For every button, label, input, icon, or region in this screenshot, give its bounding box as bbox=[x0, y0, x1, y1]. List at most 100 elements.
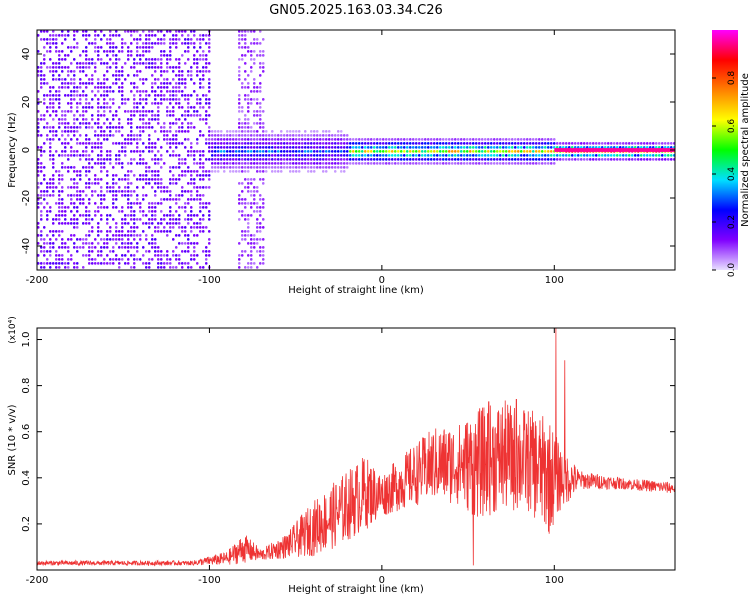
heatmap-cell bbox=[37, 74, 40, 77]
heatmap-cell bbox=[142, 246, 145, 249]
heatmap-cell bbox=[658, 142, 661, 145]
heatmap-cell bbox=[166, 70, 169, 73]
heatmap-cell bbox=[541, 154, 544, 157]
heatmap-cell bbox=[196, 138, 199, 141]
heatmap-cell bbox=[43, 114, 46, 117]
heatmap-cell bbox=[367, 146, 370, 149]
heatmap-cell bbox=[292, 158, 295, 161]
heatmap-cell bbox=[190, 150, 193, 153]
heatmap-cell bbox=[151, 46, 154, 49]
heatmap-cell bbox=[379, 158, 382, 161]
heatmap-cell bbox=[163, 218, 166, 221]
heatmap-cell bbox=[40, 266, 43, 269]
heatmap-cell bbox=[46, 190, 49, 193]
heatmap-cell bbox=[145, 122, 148, 125]
heatmap-cell bbox=[115, 190, 118, 193]
heatmap-cell bbox=[139, 238, 142, 241]
heatmap-cell bbox=[43, 150, 46, 153]
heatmap-cell bbox=[121, 234, 124, 237]
heatmap-cell bbox=[250, 246, 253, 249]
heatmap-cell bbox=[310, 166, 313, 169]
heatmap-cell bbox=[301, 142, 304, 145]
heatmap-cell bbox=[367, 158, 370, 161]
heatmap-cell bbox=[181, 158, 184, 161]
heatmap-cell bbox=[259, 246, 262, 249]
heatmap-cell bbox=[199, 54, 202, 57]
heatmap-cell bbox=[511, 150, 514, 153]
heatmap-cell bbox=[37, 170, 40, 173]
heatmap-cell bbox=[526, 150, 529, 153]
heatmap-cell bbox=[244, 122, 247, 125]
heatmap-cell bbox=[232, 150, 235, 153]
heatmap-cell bbox=[76, 130, 79, 133]
heatmap-cell bbox=[436, 142, 439, 145]
heatmap-cell bbox=[256, 86, 259, 89]
heatmap-cell bbox=[394, 138, 397, 141]
heatmap-cell bbox=[553, 162, 556, 165]
heatmap-cell bbox=[157, 258, 160, 261]
heatmap-cell bbox=[58, 126, 61, 129]
heatmap-cell bbox=[550, 150, 553, 153]
heatmap-cell bbox=[190, 190, 193, 193]
heatmap-cell bbox=[64, 262, 67, 265]
heatmap-cell bbox=[199, 58, 202, 61]
heatmap-cell bbox=[244, 70, 247, 73]
heatmap-cell bbox=[199, 178, 202, 181]
heatmap-cell bbox=[193, 198, 196, 201]
heatmap-cell bbox=[52, 106, 55, 109]
heatmap-cell bbox=[439, 142, 442, 145]
y-tick-label: -40 bbox=[21, 238, 32, 254]
heatmap-cell bbox=[355, 154, 358, 157]
heatmap-cell bbox=[160, 210, 163, 213]
heatmap-cell bbox=[148, 258, 151, 261]
heatmap-cell bbox=[208, 186, 211, 189]
heatmap-cell bbox=[538, 150, 541, 153]
heatmap-cell bbox=[124, 242, 127, 245]
heatmap-cell bbox=[142, 50, 145, 53]
heatmap-cell bbox=[106, 190, 109, 193]
heatmap-cell bbox=[97, 90, 100, 93]
heatmap-cell bbox=[58, 78, 61, 81]
heatmap-cell bbox=[496, 146, 499, 149]
heatmap-cell bbox=[499, 138, 502, 141]
heatmap-cell bbox=[199, 98, 202, 101]
heatmap-cell bbox=[91, 142, 94, 145]
heatmap-cell bbox=[127, 258, 130, 261]
heatmap-cell bbox=[151, 66, 154, 69]
heatmap-cell bbox=[97, 122, 100, 125]
heatmap-cell bbox=[160, 70, 163, 73]
heatmap-cell bbox=[82, 190, 85, 193]
heatmap-cell bbox=[67, 94, 70, 97]
heatmap-cell bbox=[163, 134, 166, 137]
heatmap-cell bbox=[313, 134, 316, 137]
heatmap-cell bbox=[178, 66, 181, 69]
heatmap-cell bbox=[451, 146, 454, 149]
heatmap-cell bbox=[550, 154, 553, 157]
heatmap-cell bbox=[43, 82, 46, 85]
heatmap-cell bbox=[340, 134, 343, 137]
heatmap-cell bbox=[136, 246, 139, 249]
heatmap-cell bbox=[427, 138, 430, 141]
heatmap-cell bbox=[46, 134, 49, 137]
heatmap-cell bbox=[139, 158, 142, 161]
heatmap-cell bbox=[46, 194, 49, 197]
heatmap-cell bbox=[130, 90, 133, 93]
heatmap-cell bbox=[226, 138, 229, 141]
heatmap-cell bbox=[91, 78, 94, 81]
heatmap-cell bbox=[289, 154, 292, 157]
heatmap-cell bbox=[58, 86, 61, 89]
heatmap-cell bbox=[238, 254, 241, 257]
heatmap-cell bbox=[385, 162, 388, 165]
heatmap-cell bbox=[160, 86, 163, 89]
heatmap-cell bbox=[115, 62, 118, 65]
heatmap-cell bbox=[463, 158, 466, 161]
heatmap-cell bbox=[247, 170, 250, 173]
heatmap-cell bbox=[115, 182, 118, 185]
heatmap-cell bbox=[151, 42, 154, 45]
heatmap-cell bbox=[442, 154, 445, 157]
heatmap-cell bbox=[172, 178, 175, 181]
heatmap-cell bbox=[52, 218, 55, 221]
heatmap-cell bbox=[67, 70, 70, 73]
heatmap-cell bbox=[325, 150, 328, 153]
colorbar-tick-label: 0.6 bbox=[727, 119, 737, 134]
